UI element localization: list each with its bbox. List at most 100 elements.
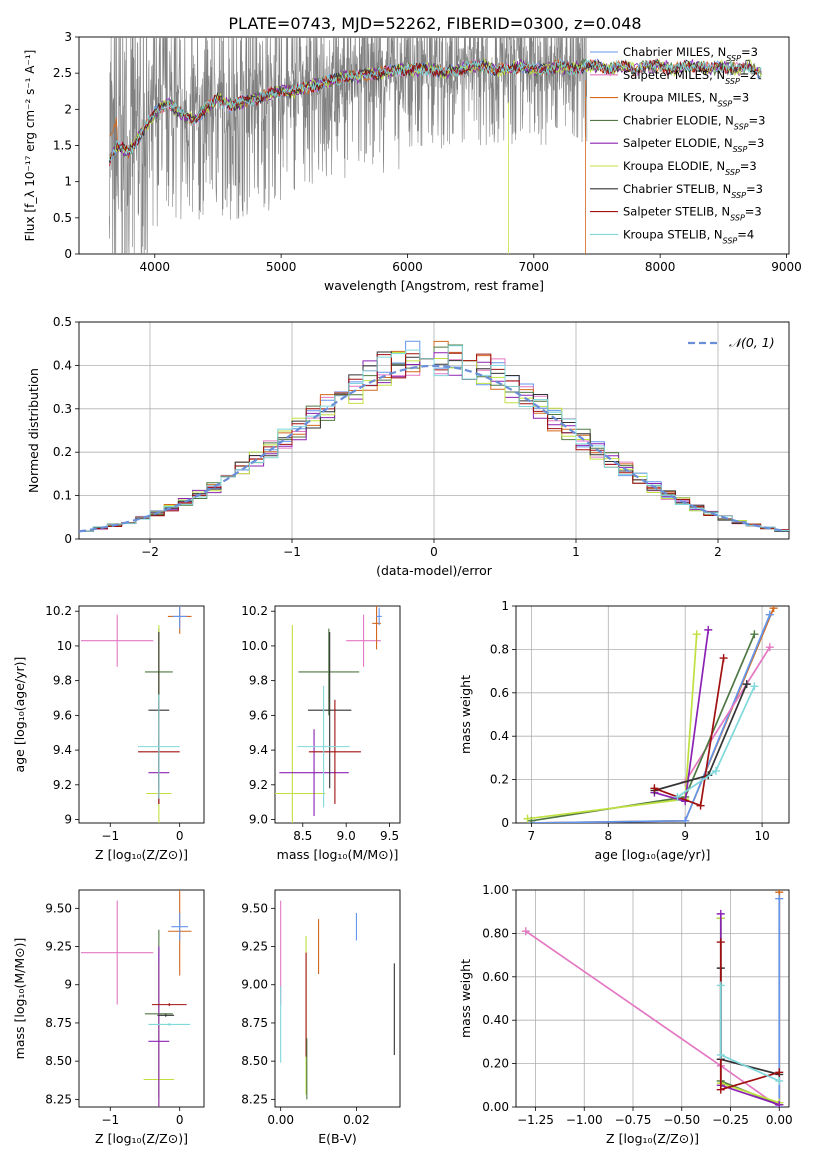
weight-marker: [716, 1050, 725, 1059]
y-tick-label: 0: [64, 247, 72, 261]
figure-title: PLATE=0743, MJD=52262, FIBERID=0300, z=0…: [228, 14, 641, 33]
x-axis-label: (data-model)/error: [376, 563, 493, 578]
x-tick-label: −1.25: [517, 1113, 554, 1127]
legend-label: Kroupa MILES, NSSP=3: [623, 91, 749, 109]
x-tick-label: 0.00: [267, 1113, 294, 1127]
weight-marker: [750, 682, 759, 691]
x-tick-label: 5000: [266, 260, 297, 274]
weight-plot: [523, 606, 778, 823]
y-tick-label: 0.3: [53, 402, 72, 416]
residual-histogram-salpeter-elodie: [79, 352, 789, 532]
y-tick-label: 2: [64, 102, 72, 116]
y-tick-label: 9.00: [241, 978, 268, 992]
legend-label: 𝒩(0, 1): [729, 335, 775, 350]
weight-marker: [716, 938, 725, 947]
x-tick-label: 9000: [771, 260, 802, 274]
y-tick-label: 8.50: [241, 1054, 268, 1068]
weight-marker: [716, 1085, 725, 1094]
y-tick-label: 9.0: [249, 813, 268, 827]
y-tick-label: 0.1: [53, 489, 72, 503]
y-tick-label: 1: [64, 175, 72, 189]
weight-line-salpeter-miles: [684, 646, 771, 783]
weight-marker: [775, 894, 784, 903]
y-axis-label: Flux [f_λ 10⁻¹⁷ erg cm⁻² s⁻¹ A⁻¹]: [23, 50, 37, 242]
x-tick-label: 7000: [519, 260, 550, 274]
x-tick-label: 7: [528, 829, 536, 843]
y-tick-label: 9.50: [241, 901, 268, 915]
x-axis-label: Z [log₁₀(Z/Z⊙)]: [95, 847, 188, 862]
axes-frame: [78, 321, 790, 540]
errorbar-plot: [275, 606, 382, 823]
y-tick-label: 0.5: [53, 211, 72, 225]
axes-age-vs-Z: −1 0 9 9.2 9.4 9.6 9.8 10 10.2 Z [log₁₀(Z/Z⊙)] age…: [12, 604, 205, 862]
y-tick-label: 0.20: [482, 1057, 509, 1071]
x-tick-label: 9.0: [337, 829, 356, 843]
axes-spectrum: 4000 5000 6000 7000 8000 9000 0 0.5 1 1.5 2 2.5 3 wav…: [23, 30, 802, 293]
weight-marker: [521, 927, 530, 936]
spectrum-plot: [108, 37, 762, 254]
x-tick-label: −0.25: [712, 1113, 749, 1127]
y-tick-label: 10.0: [241, 639, 268, 653]
y-tick-label: 9.4: [249, 743, 268, 757]
y-axis-label: mass [log₁₀(M/M⊙)]: [12, 938, 27, 1060]
y-tick-label: 1.5: [53, 139, 72, 153]
residual-histogram-kroupa-stelib: [79, 345, 789, 532]
axes-frame: [78, 36, 790, 255]
legend-label: Salpeter STELIB, NSSP=3: [623, 205, 762, 223]
weight-marker: [716, 909, 725, 918]
weight-marker: [681, 816, 690, 823]
model-spectrum-salpeter-stelib: [108, 59, 762, 166]
y-tick-label: 9.8: [249, 674, 268, 688]
weight-marker: [742, 680, 751, 689]
x-axis-label: wavelength [Angstrom, rest frame]: [324, 278, 544, 293]
y-tick-label: 10: [57, 639, 72, 653]
x-tick-label: −1: [101, 1113, 119, 1127]
y-tick-label: 1.00: [482, 883, 509, 897]
y-tick-label: 9: [64, 813, 72, 827]
x-tick-label: −0.50: [663, 1113, 700, 1127]
y-tick-label: 9.2: [53, 778, 72, 792]
y-tick-label: 8.50: [45, 1054, 72, 1068]
weight-line-salpeter-miles: [525, 930, 780, 1107]
weight-marker: [765, 643, 774, 652]
x-tick-label: 4000: [140, 260, 171, 274]
y-tick-label: 10.2: [45, 604, 72, 618]
chart-layer: 4000 5000 6000 7000 8000 900000.511.522.53wav…: [12, 30, 802, 1146]
normal-curve: [79, 364, 787, 533]
y-tick-label: 0.6: [490, 686, 509, 700]
x-tick-label: 8: [604, 829, 612, 843]
y-tick-label: 9.25: [241, 940, 268, 954]
weight-marker: [750, 630, 759, 639]
y-tick-label: 9.4: [53, 743, 72, 757]
x-tick-label: 0.02: [343, 1113, 370, 1127]
weight-marker: [711, 766, 720, 775]
weight-line-chabrier-miles: [531, 614, 771, 823]
y-tick-label: 9.25: [45, 940, 72, 954]
y-tick-label: 0.4: [490, 729, 509, 743]
weight-marker: [775, 1076, 784, 1085]
weight-line-kroupa-elodie: [527, 634, 698, 820]
weight-marker: [719, 654, 728, 663]
axes-mass-vs-ebv: 0.00 0.02 8.25 8.50 8.75 9.00 9.25 9.50 E(B-V): [241, 889, 401, 1146]
axes-frame: [515, 605, 790, 824]
y-tick-label: 0.60: [482, 970, 509, 984]
axes-frame: [274, 889, 401, 1108]
x-tick-label: −1: [283, 545, 301, 559]
x-tick-label: 0: [176, 1113, 184, 1127]
axes-frame: [515, 889, 790, 1108]
y-tick-label: 0: [64, 532, 72, 546]
weight-marker: [696, 801, 705, 810]
x-tick-label: 9.5: [380, 829, 399, 843]
y-tick-label: 8.75: [241, 1016, 268, 1030]
x-tick-label: 2: [714, 545, 722, 559]
y-tick-label: 8.25: [241, 1092, 268, 1106]
histogram-plot: [79, 340, 789, 533]
y-tick-label: 3: [64, 30, 72, 44]
model-spectrum-kroupa-stelib: [108, 58, 762, 161]
spectrum-legend: Chabrier MILES, NSSP=3 Salpeter MILES, NS…: [590, 45, 765, 245]
y-axis-label: mass weight: [458, 675, 473, 754]
y-tick-label: 8.75: [45, 1016, 72, 1030]
x-tick-label: −1: [101, 829, 119, 843]
y-tick-label: 2.5: [53, 66, 72, 80]
